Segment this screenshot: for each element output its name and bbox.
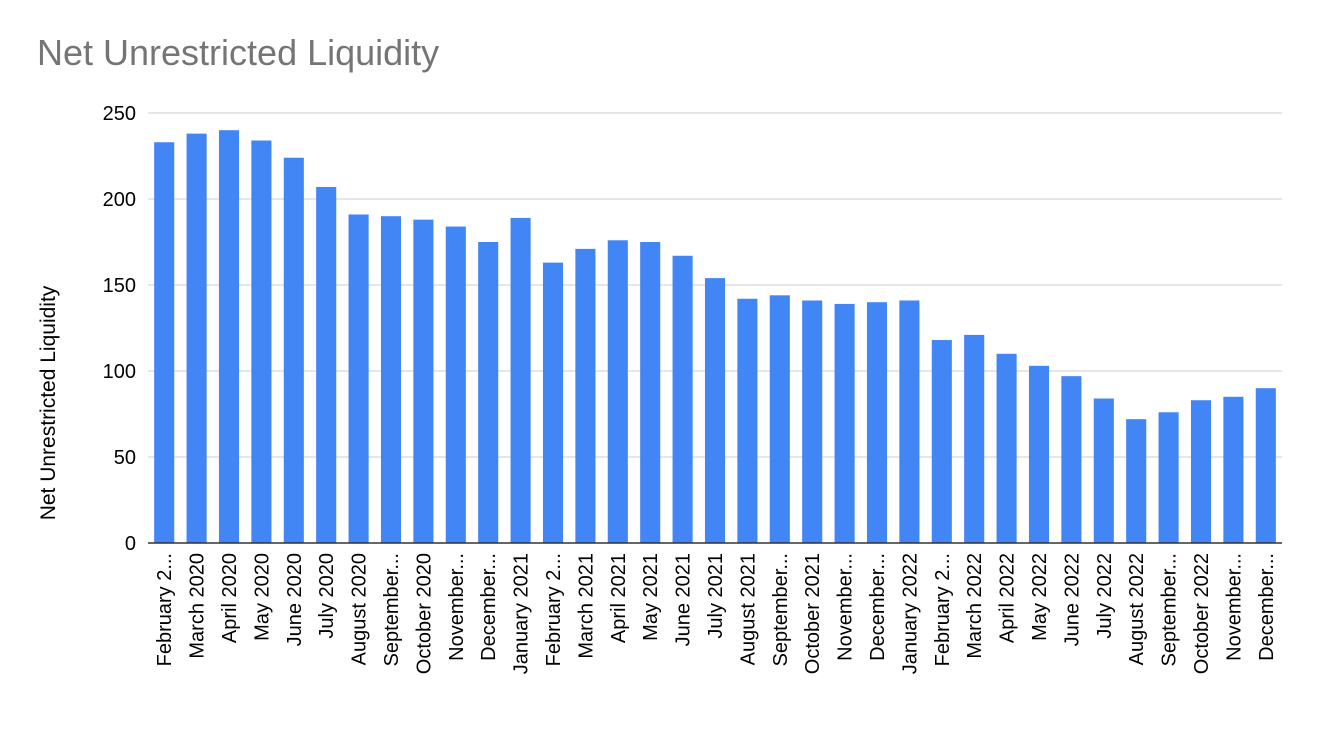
x-tick-label: August 2022: [1126, 553, 1148, 665]
x-tick-label: April 2022: [997, 553, 1019, 643]
bar: [1255, 388, 1276, 543]
bar: [154, 142, 175, 544]
bar: [802, 300, 823, 543]
bar: [218, 130, 240, 543]
y-tick-label: 0: [125, 533, 136, 555]
x-tick-label: December...: [867, 553, 889, 661]
bar: [542, 262, 564, 543]
y-tick-label: 200: [103, 189, 136, 211]
x-tick-label: February 2...: [543, 553, 565, 666]
bar: [899, 300, 920, 543]
x-tick-label: September...: [1159, 553, 1181, 666]
x-tick-label: April 2021: [608, 553, 630, 643]
bar: [1223, 396, 1244, 543]
x-tick-label: August 2021: [737, 553, 759, 665]
chart-title: Net Unrestricted Liquidity: [37, 32, 440, 73]
bar: [866, 302, 888, 543]
y-axis-ticks: 0 50 100 150 200 250: [103, 103, 136, 555]
x-tick-label: March 2021: [575, 553, 597, 659]
bar: [316, 186, 337, 543]
y-tick-label: 250: [103, 103, 136, 125]
x-tick-label: December...: [1256, 553, 1278, 661]
x-tick-label: February 2...: [154, 553, 176, 666]
bar: [1061, 376, 1082, 543]
x-tick-label: December...: [478, 553, 500, 661]
bar: [1190, 400, 1212, 543]
y-tick-label: 100: [103, 361, 136, 383]
x-tick-label: July 2020: [316, 553, 338, 639]
x-tick-label: October 2021: [802, 553, 824, 674]
bar: [380, 216, 402, 543]
x-tick-label: July 2022: [1094, 553, 1116, 639]
bar: [445, 226, 466, 543]
x-tick-label: May 2020: [251, 553, 273, 641]
y-tick-label: 50: [114, 447, 136, 469]
bar: [931, 340, 952, 543]
x-tick-label: September...: [381, 553, 403, 666]
bar: [769, 295, 790, 543]
bar: [283, 157, 304, 543]
bar: [1093, 398, 1114, 543]
bar: [640, 242, 661, 543]
x-tick-label: January 2021: [511, 553, 533, 674]
bar: [704, 278, 726, 543]
x-tick-label: March 2022: [964, 553, 986, 659]
x-tick-label: July 2021: [705, 553, 727, 639]
x-tick-label: November...: [835, 553, 857, 661]
bars: [154, 130, 1276, 544]
x-tick-label: June 2020: [284, 553, 306, 646]
bar: [1158, 412, 1179, 543]
bar: [478, 242, 499, 543]
x-tick-label: June 2022: [1061, 553, 1083, 646]
y-axis-label: Net Unrestricted Liquidity: [37, 285, 60, 520]
bar: [996, 353, 1017, 543]
x-tick-label: March 2020: [187, 553, 209, 659]
x-tick-label: November...: [1223, 553, 1245, 661]
x-tick-label: October 2022: [1191, 553, 1213, 674]
x-tick-label: May 2021: [640, 553, 662, 641]
x-tick-label: January 2022: [899, 553, 921, 674]
bar: [251, 140, 272, 543]
x-tick-label: May 2022: [1029, 553, 1051, 641]
bar: [737, 298, 758, 543]
x-tick-label: November...: [446, 553, 468, 661]
bar: [1126, 419, 1147, 543]
bar: [672, 255, 693, 543]
x-tick-label: April 2020: [219, 553, 241, 643]
x-tick-label: September...: [770, 553, 792, 666]
bar: [186, 133, 207, 543]
bar: [413, 219, 434, 543]
x-tick-label: February 2...: [932, 553, 954, 666]
bar: [1028, 365, 1050, 543]
bar: [607, 240, 628, 543]
bar: [348, 214, 369, 544]
x-tick-label: August 2020: [349, 553, 371, 665]
bar: [510, 217, 531, 544]
x-tick-label: June 2021: [673, 553, 695, 646]
x-axis-ticks: February 2... March 2020 April 2020 May 202…: [154, 553, 1278, 674]
bar: [834, 303, 855, 543]
bar: [964, 334, 985, 543]
bar: [575, 248, 596, 543]
x-tick-label: October 2020: [413, 553, 435, 674]
y-tick-label: 150: [103, 275, 136, 297]
